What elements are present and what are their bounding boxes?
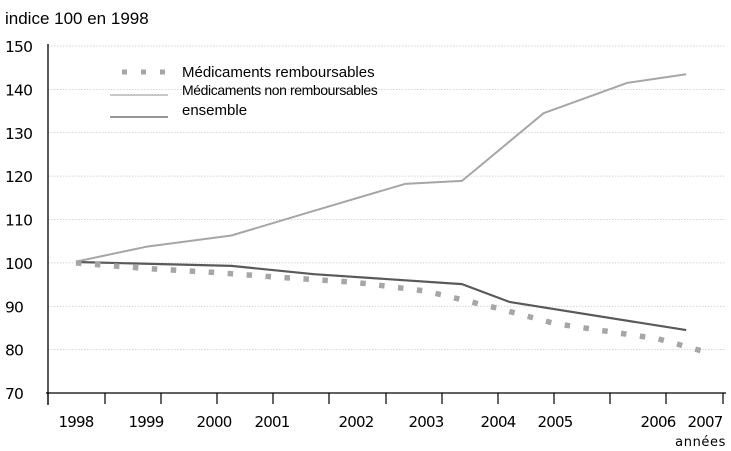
y-tick-label: 120 bbox=[5, 168, 32, 186]
x-tick-label: 1998 bbox=[59, 413, 94, 431]
x-tick-label: 1999 bbox=[129, 413, 164, 431]
x-axis-label: années bbox=[675, 435, 726, 450]
series-line-1 bbox=[75, 73, 687, 263]
chart-subtitle: indice 100 en 1998 bbox=[5, 9, 149, 28]
legend-item-2: ensemble bbox=[110, 102, 247, 119]
legend-label: Médicaments non remboursables bbox=[182, 82, 378, 98]
x-tick-label: 2003 bbox=[409, 413, 444, 431]
legend-item-0: Médicaments remboursables bbox=[122, 64, 375, 81]
y-tick-label: 140 bbox=[5, 81, 32, 99]
x-tick-label: 2000 bbox=[197, 413, 232, 431]
legend-label: ensemble bbox=[182, 102, 247, 119]
x-tick-label: 2004 bbox=[481, 413, 516, 431]
y-tick-label: 90 bbox=[5, 298, 23, 316]
x-tick-label: 2001 bbox=[255, 413, 290, 431]
series-line-2 bbox=[75, 260, 687, 332]
x-tick-label: 2007 bbox=[688, 413, 723, 431]
x-axis-ticks: 1998 1999 2000 2001 2002 2003 2004 2005 2006 2007 bbox=[59, 413, 724, 431]
series-line-0 bbox=[75, 260, 706, 355]
series-group bbox=[75, 73, 706, 355]
y-tick-label: 150 bbox=[5, 38, 32, 56]
y-tick-label: 100 bbox=[5, 255, 32, 273]
x-tick-label: 2002 bbox=[339, 413, 374, 431]
y-tick-label: 110 bbox=[5, 212, 32, 230]
legend-item-1: Médicaments non remboursables bbox=[110, 82, 378, 98]
x-tick-label: 2006 bbox=[641, 413, 676, 431]
y-tick-label: 130 bbox=[5, 125, 32, 143]
legend-label: Médicaments remboursables bbox=[182, 64, 375, 81]
y-tick-label: 80 bbox=[5, 342, 23, 360]
axes bbox=[46, 44, 726, 405]
gridlines bbox=[48, 45, 726, 351]
y-axis-ticks: 70 80 90 100 110 120 130 140 150 bbox=[5, 38, 33, 403]
x-tick-label: 2005 bbox=[538, 413, 573, 431]
y-tick-label: 70 bbox=[5, 385, 23, 403]
